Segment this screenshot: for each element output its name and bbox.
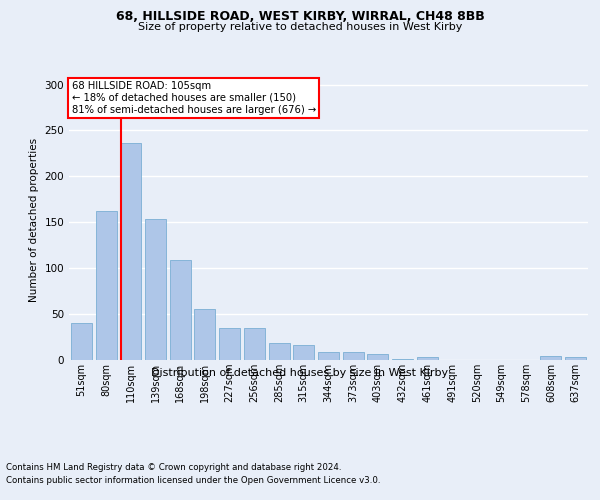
Bar xyxy=(367,354,388,360)
Bar xyxy=(343,352,364,360)
Bar xyxy=(293,346,314,360)
Y-axis label: Number of detached properties: Number of detached properties xyxy=(29,138,39,302)
Text: Contains public sector information licensed under the Open Government Licence v3: Contains public sector information licen… xyxy=(6,476,380,485)
Bar xyxy=(170,260,191,360)
Bar xyxy=(71,324,92,360)
Text: Distribution of detached houses by size in West Kirby: Distribution of detached houses by size … xyxy=(151,368,449,378)
Bar xyxy=(244,328,265,360)
Bar xyxy=(145,218,166,360)
Bar xyxy=(120,144,141,360)
Bar xyxy=(318,352,339,360)
Bar xyxy=(269,344,290,360)
Bar xyxy=(565,357,586,360)
Bar xyxy=(219,328,240,360)
Text: Size of property relative to detached houses in West Kirby: Size of property relative to detached ho… xyxy=(138,22,462,32)
Bar xyxy=(417,357,438,360)
Bar xyxy=(541,356,562,360)
Text: 68 HILLSIDE ROAD: 105sqm
← 18% of detached houses are smaller (150)
81% of semi-: 68 HILLSIDE ROAD: 105sqm ← 18% of detach… xyxy=(71,82,316,114)
Bar xyxy=(194,308,215,360)
Text: Contains HM Land Registry data © Crown copyright and database right 2024.: Contains HM Land Registry data © Crown c… xyxy=(6,462,341,471)
Bar xyxy=(95,212,116,360)
Text: 68, HILLSIDE ROAD, WEST KIRBY, WIRRAL, CH48 8BB: 68, HILLSIDE ROAD, WEST KIRBY, WIRRAL, C… xyxy=(116,10,484,23)
Bar xyxy=(392,359,413,360)
